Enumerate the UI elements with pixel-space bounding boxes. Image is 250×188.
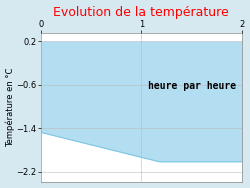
Title: Evolution de la température: Evolution de la température xyxy=(54,6,229,19)
Y-axis label: Température en °C: Température en °C xyxy=(6,68,15,147)
Text: heure par heure: heure par heure xyxy=(148,81,236,91)
